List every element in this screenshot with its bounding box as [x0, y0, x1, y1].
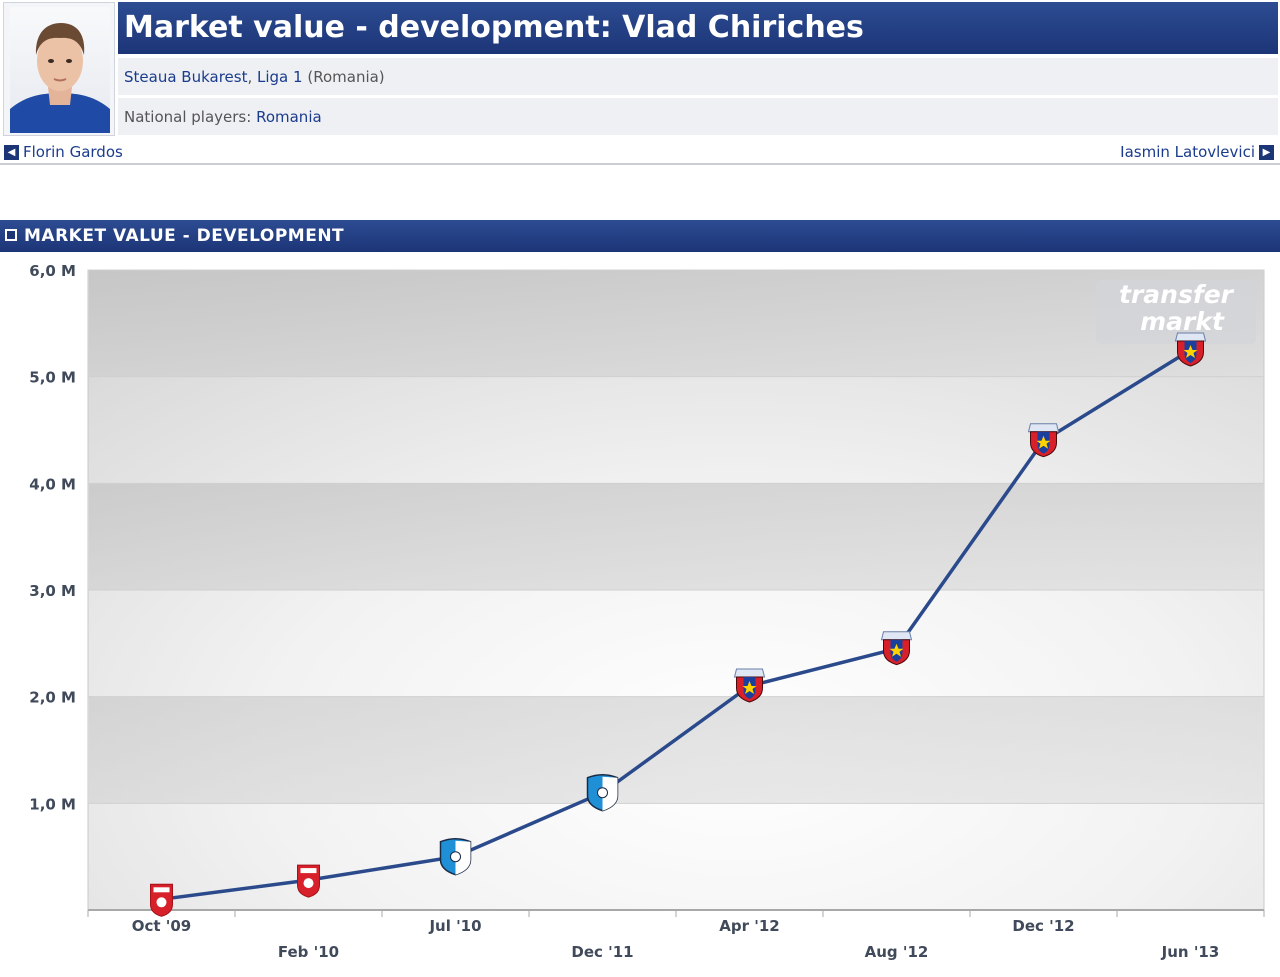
league-link[interactable]: Liga 1: [257, 68, 303, 86]
data-point-sportul-studentesc-crest[interactable]: [297, 864, 320, 898]
y-tick-label: 1,0 M: [29, 795, 76, 813]
prev-player-name: Florin Gardos: [23, 143, 123, 161]
data-point-steaua-crest[interactable]: [1027, 423, 1060, 458]
data-point-steaua-crest[interactable]: [733, 668, 766, 703]
grid-band: [89, 483, 1263, 590]
club-link[interactable]: Steaua Bukarest: [124, 68, 248, 86]
data-point-steaua-crest[interactable]: [880, 631, 913, 666]
market-value-chart: 6,0 M 5,0 M 4,0 M 3,0 M 2,0 M 1,0 M Oct '09 Fe…: [29, 262, 1265, 961]
x-tick-label: Feb '10: [278, 943, 339, 961]
next-player-name: Iasmin Latovlevici: [1120, 143, 1255, 161]
section-header: MARKET VALUE - DEVELOPMENT: [0, 220, 1280, 252]
chevron-left-icon: ◀: [4, 145, 19, 160]
player-photo-frame: [3, 2, 115, 136]
league-country: (Romania): [307, 68, 385, 86]
x-tick-label: Jun '13: [1161, 943, 1220, 961]
prev-player-link[interactable]: ◀ Florin Gardos: [0, 141, 123, 163]
page-title: Market value - development: Vlad Chirich…: [118, 2, 1278, 54]
chevron-right-icon: ▶: [1259, 145, 1274, 160]
data-point-pandurii-crest[interactable]: [586, 773, 619, 812]
x-tick-label: Dec '11: [571, 943, 633, 961]
watermark-line2: markt: [1140, 307, 1225, 336]
x-tick-label: Jul '10: [428, 917, 481, 935]
x-tick-label: Oct '09: [132, 917, 192, 935]
x-tick-label: Aug '12: [865, 943, 929, 961]
national-label: National players:: [124, 108, 257, 126]
x-tick-label: Apr '12: [719, 917, 779, 935]
data-point-sportul-studentesc-crest[interactable]: [150, 883, 173, 917]
data-point-pandurii-crest[interactable]: [439, 837, 472, 876]
watermark-line1: transfer: [1119, 280, 1235, 309]
y-tick-label: 5,0 M: [29, 369, 76, 387]
y-tick-label: 4,0 M: [29, 475, 76, 493]
y-tick-label: 3,0 M: [29, 582, 76, 600]
x-tick-label: Dec '12: [1012, 917, 1074, 935]
y-tick-label: 2,0 M: [29, 689, 76, 707]
section-title: MARKET VALUE - DEVELOPMENT: [24, 226, 345, 246]
national-info-row: National players: Romania: [118, 98, 1278, 136]
series-line-market-value: [161, 348, 1192, 902]
player-photo: [10, 7, 110, 133]
data-point-steaua-crest[interactable]: [1174, 332, 1207, 367]
player-portrait-icon: [10, 23, 110, 133]
next-player-link[interactable]: Iasmin Latovlevici ▶: [1120, 141, 1278, 163]
grid-band: [89, 696, 1263, 804]
club-info-row: Steaua Bukarest, Liga 1 (Romania): [118, 58, 1278, 96]
y-tick-label: 6,0 M: [29, 262, 76, 280]
grid-band: [89, 270, 1263, 377]
player-nav: ◀ Florin Gardos Iasmin Latovlevici ▶: [0, 141, 1280, 165]
transfermarkt-watermark: transfer markt: [1096, 280, 1256, 344]
section-square-icon: [5, 229, 17, 241]
club-league-separator: ,: [247, 68, 258, 86]
national-team-link[interactable]: Romania: [256, 108, 322, 126]
